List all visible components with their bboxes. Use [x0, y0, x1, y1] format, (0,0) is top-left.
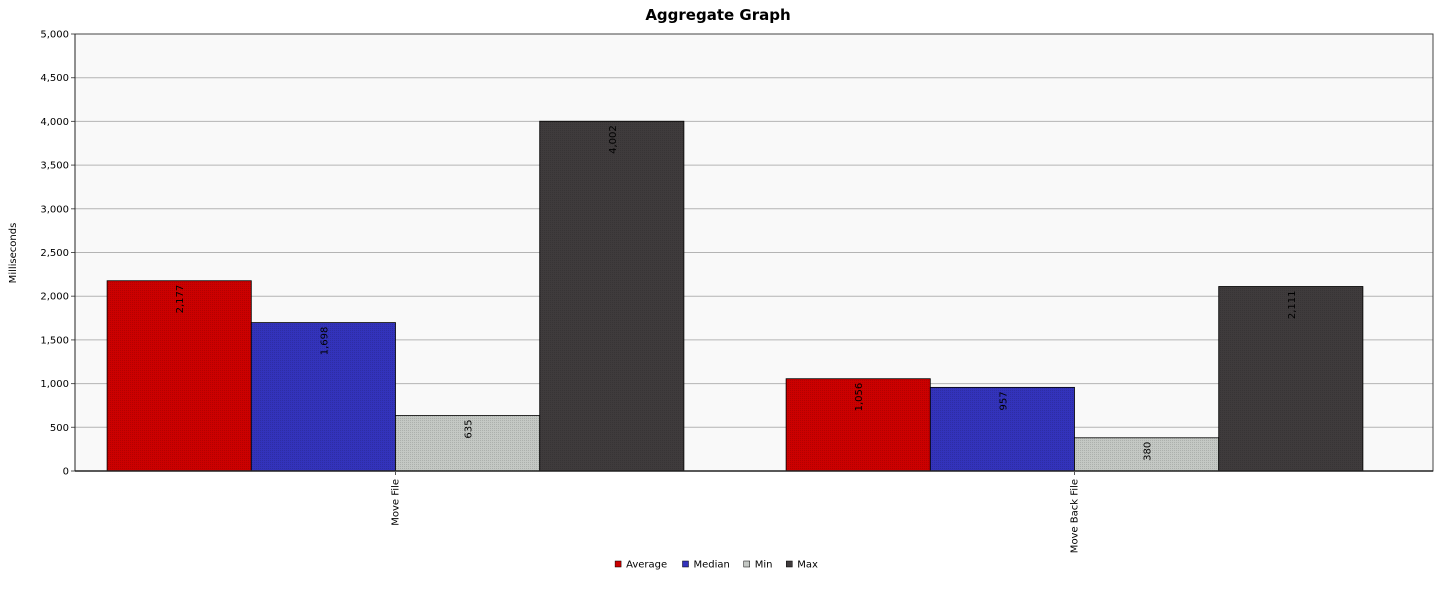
bar-texture — [395, 415, 540, 471]
y-axis-label: Milliseconds — [8, 223, 19, 284]
bar-texture — [1074, 437, 1219, 471]
axis-layer: 0 500 1,000 1,500 2,000 2,500 3,000 3,500 4,000 4… — [40, 30, 1434, 553]
bar-texture — [107, 280, 252, 471]
bar-texture — [1218, 286, 1363, 471]
y-tick-label: 4,000 — [40, 117, 69, 128]
y-tick-label: 1,000 — [40, 379, 69, 390]
y-tick-label: 4,500 — [40, 73, 69, 84]
bar-data-label: 2,111 — [1287, 290, 1298, 319]
y-tick-label: 3,500 — [40, 161, 69, 172]
bar-data-label: 380 — [1143, 442, 1154, 461]
legend-label-median: Median — [694, 560, 730, 571]
y-tick-label: 5,000 — [40, 30, 69, 41]
legend-swatch-max — [786, 560, 793, 568]
bar-data-label: 1,698 — [319, 327, 330, 356]
legend-label-max: Max — [797, 560, 818, 571]
y-tick-label: 3,000 — [40, 204, 69, 215]
legend-swatch-average — [614, 560, 622, 568]
bars-layer: 2,177 1,698 635 4,002 1,056 957 380 2,111 — [106, 120, 1364, 472]
bar-data-label: 2,177 — [175, 285, 186, 314]
y-tick-label: 500 — [50, 423, 69, 434]
x-category-label: Move Back File — [1070, 479, 1081, 553]
legend-label-average: Average — [626, 560, 667, 571]
bar-texture — [786, 378, 931, 471]
chart-title: Aggregate Graph — [645, 6, 790, 24]
bar-data-label: 957 — [998, 391, 1009, 410]
bar-data-label: 1,056 — [854, 383, 865, 412]
legend-label-min: Min — [755, 560, 773, 571]
y-tick-label: 1,500 — [40, 335, 69, 346]
bar-data-label: 4,002 — [608, 125, 619, 154]
legend-swatch-min — [743, 560, 750, 568]
x-category-label: Move File — [391, 479, 402, 526]
bar-texture — [930, 387, 1075, 471]
y-tick-label: 0 — [63, 467, 69, 478]
legend-swatch-median — [682, 560, 689, 568]
y-tick-label: 2,500 — [40, 248, 69, 259]
bar-texture — [539, 121, 684, 472]
bar-data-label: 635 — [464, 420, 475, 439]
legend: Average Median Min Max — [614, 560, 818, 571]
bar-texture — [251, 322, 396, 471]
y-tick-label: 2,000 — [40, 292, 69, 303]
